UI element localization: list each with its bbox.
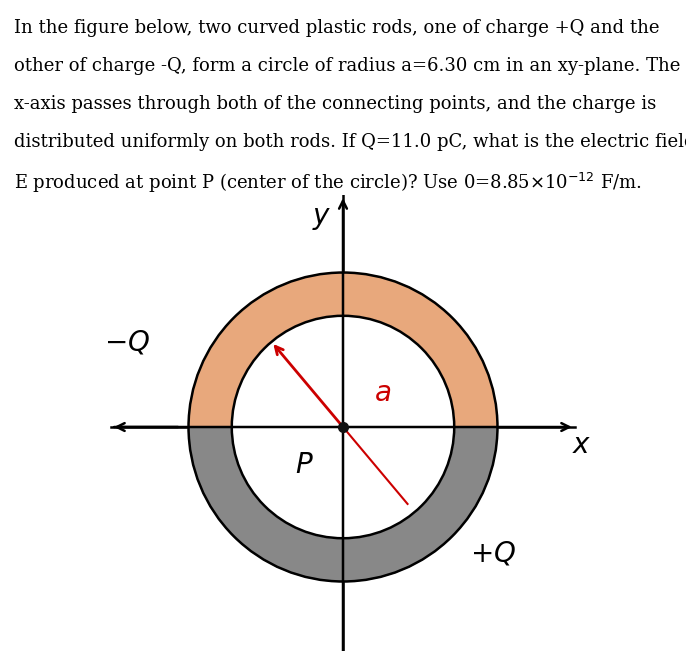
Text: $x$: $x$ <box>571 432 591 459</box>
Text: $+Q$: $+Q$ <box>470 540 516 568</box>
Wedge shape <box>232 316 454 427</box>
Text: $P$: $P$ <box>295 452 314 478</box>
Text: x-axis passes through both of the connecting points, and the charge is: x-axis passes through both of the connec… <box>14 95 656 113</box>
Text: other of charge -Q, form a circle of radius a=6.30 cm in an xy-plane. The: other of charge -Q, form a circle of rad… <box>14 57 680 75</box>
Text: $y$: $y$ <box>311 204 331 232</box>
Wedge shape <box>189 427 497 581</box>
Wedge shape <box>232 427 454 538</box>
Text: E produced at point P (center of the circle)? Use 0=8.85$\times$10$^{-12}$ F/m.: E produced at point P (center of the cir… <box>14 171 641 195</box>
Wedge shape <box>189 273 497 427</box>
Text: $a$: $a$ <box>374 380 391 406</box>
Text: In the figure below, two curved plastic rods, one of charge +Q and the: In the figure below, two curved plastic … <box>14 19 659 37</box>
Text: $-Q$: $-Q$ <box>104 328 150 356</box>
Text: distributed uniformly on both rods. If Q=11.0 pC, what is the electric field: distributed uniformly on both rods. If Q… <box>14 133 686 151</box>
